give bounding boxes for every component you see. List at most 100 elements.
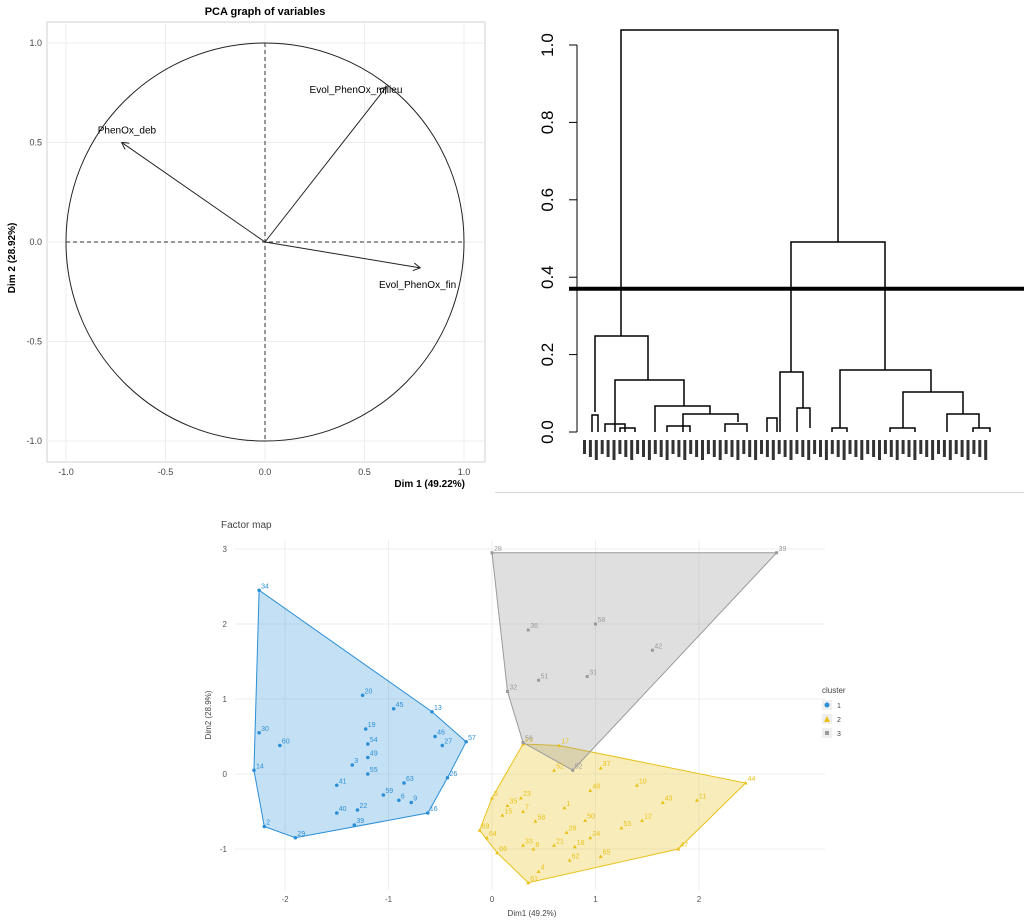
point-label: 69: [482, 823, 490, 830]
dendro-leaf-label: [878, 440, 881, 460]
point-label: 34: [261, 583, 269, 590]
dendro-tick-label: 0.4: [538, 265, 557, 289]
dendro-leaf-label: [748, 440, 752, 457]
cluster-1-point: [366, 755, 370, 760]
pca-x-tick-label: -0.5: [158, 467, 174, 477]
dendro-y-ticks: 0.0 0.2 0.4 0.6 0.8 1.0: [538, 33, 577, 444]
dendro-leaf-label: [895, 440, 899, 460]
cluster-3-point: [521, 741, 525, 744]
point-label: 30: [261, 726, 269, 733]
dendro-tick-label: 0.0: [538, 420, 557, 444]
pca-x-tick-label: 1.0: [458, 467, 471, 477]
point-label: 11: [699, 793, 706, 800]
dendro-leaf-pair-j: [972, 427, 991, 432]
point-label: 59: [385, 788, 393, 795]
cluster-3-hull: [491, 552, 778, 771]
point-label: 31: [589, 670, 597, 677]
point-label: 28: [494, 546, 502, 553]
factor-x-tick-label: -2: [281, 895, 289, 904]
dendro-merge-left-sub2: [682, 413, 739, 432]
dendro-leaf-label: [966, 440, 970, 460]
dendro-leaf-label: [954, 440, 958, 454]
point-label: 22: [359, 803, 367, 810]
dendro-leaf-label: [701, 440, 704, 460]
point-label: 43: [665, 796, 673, 803]
cluster-1-point: [334, 811, 339, 815]
pca-vectors: PhenOx_deb Evol_PhenOx_milieu Evol_PhenOx_…: [98, 85, 457, 291]
pca-y-ticks: -1.0 -0.5 0.0 0.5 1.0: [26, 38, 42, 446]
cluster-2-point: [490, 796, 494, 800]
cluster-2-point: [572, 844, 577, 849]
cluster-1-point: [293, 835, 298, 840]
point-label: 24: [592, 831, 600, 838]
factor-x-tick-label: -1: [385, 895, 393, 904]
cluster-2-point: [567, 858, 572, 862]
point-label: 49: [370, 751, 378, 758]
cluster-2-point: [557, 743, 562, 747]
pca-y-tick-label: 1.0: [29, 38, 42, 48]
cluster-3-point: [775, 551, 779, 555]
cluster-2-point: [660, 800, 665, 804]
point-label: 46: [437, 730, 445, 737]
factor-y-tick-label: -1: [220, 845, 228, 854]
factor-x-tick-label: 0: [490, 895, 495, 904]
dendro-leaf-label: [618, 440, 622, 454]
point-label: 35: [510, 799, 518, 806]
dendro-leaf-label: [695, 440, 699, 457]
dendro-leaf-label: [594, 440, 598, 460]
dendro-leaf-label: [830, 440, 834, 454]
dendro-leaf-label: [642, 440, 645, 457]
dendro-leaf-label: [795, 440, 799, 454]
factor-plot-area: [235, 540, 825, 890]
dendro-leaf-label: [659, 440, 663, 457]
point-label: 57: [468, 735, 476, 742]
dendro-leaf-label: [760, 440, 763, 454]
dendro-merge-root: [620, 29, 839, 336]
dendro-leaf-label: [712, 440, 716, 457]
legend-item-label: 3: [837, 731, 841, 738]
pca-xlabel: Dim 1 (49.22%): [394, 479, 465, 490]
dendro-leaf-label: [907, 440, 911, 457]
cluster-2-point: [588, 788, 593, 792]
dendro-leaf-label: [984, 440, 988, 460]
legend-items: 1 2 3: [822, 700, 841, 738]
point-label: 18: [577, 840, 585, 847]
cluster-2-point: [640, 818, 645, 822]
dendro-leaf-label: [889, 440, 893, 457]
legend-item-label: 1: [837, 703, 841, 710]
pca-title: PCA graph of variables: [205, 6, 326, 18]
cluster-2-point: [526, 880, 531, 885]
dendro-leaf-label: [765, 440, 769, 457]
factor-grid: [235, 540, 825, 890]
pca-x-ticks: -1.0 -0.5 0.0 0.5 1.0: [58, 467, 470, 477]
dendro-leaf-label: [937, 440, 940, 454]
point-label: 52: [556, 763, 564, 770]
legend-item-label: 2: [837, 717, 841, 724]
cluster-2-point: [536, 869, 541, 873]
point-label: 16: [430, 806, 438, 813]
point-label: 9: [413, 796, 417, 803]
point-label: 53: [623, 821, 631, 828]
cluster-1-point: [397, 798, 401, 803]
cluster-2-point: [495, 850, 500, 855]
cluster-1-point: [334, 783, 339, 788]
cluster-1-point: [409, 800, 414, 805]
cluster-2-point: [583, 818, 588, 822]
cluster-1-point: [262, 824, 267, 829]
dendro-leaf-pair-a: [591, 414, 599, 432]
cluster-1-point: [363, 727, 368, 731]
dendro-leaf-label: [860, 440, 864, 460]
point-label: 25: [525, 737, 533, 744]
cluster-2-point: [531, 847, 536, 851]
dendro-leaf-label: [807, 440, 811, 460]
cluster-1-point: [366, 772, 370, 776]
dendro-leaf-label: [588, 440, 592, 457]
cluster-1-point: [352, 823, 357, 827]
dendro-leaf-label: [872, 440, 876, 457]
dendro-leaf-label: [689, 440, 693, 454]
cluster-3-point: [585, 675, 589, 678]
cluster-1-point: [430, 709, 434, 714]
cluster-3-point: [490, 551, 494, 555]
dendro-leaf-label: [647, 440, 651, 460]
point-label: 65: [603, 850, 611, 857]
